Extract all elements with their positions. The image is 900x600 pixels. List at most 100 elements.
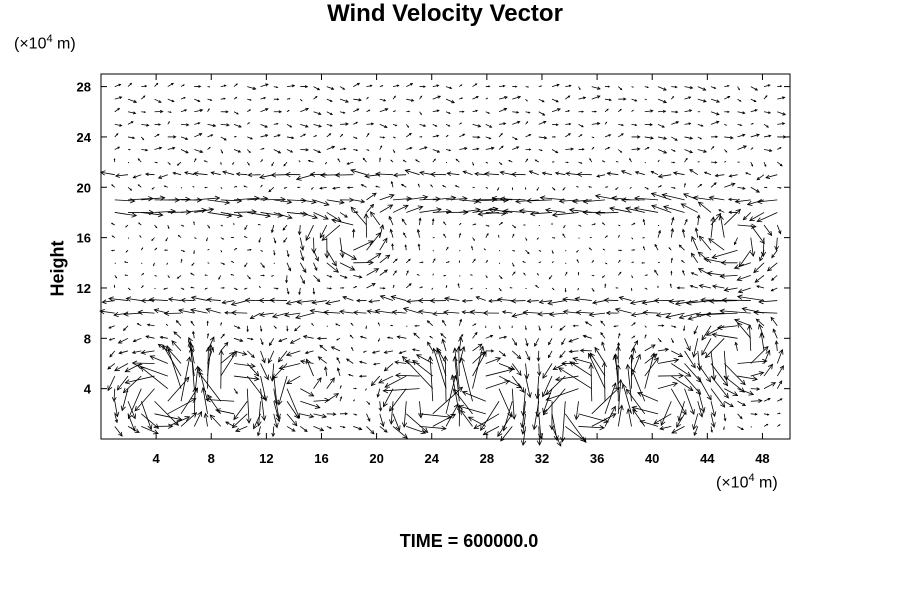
wind-vector — [644, 334, 647, 339]
wind-vector — [525, 187, 527, 191]
wind-vector — [564, 287, 567, 293]
wind-vector — [485, 111, 491, 114]
wind-vector — [337, 158, 341, 163]
wind-vector — [109, 350, 116, 358]
wind-vector — [526, 198, 553, 204]
wind-vector — [286, 250, 290, 258]
wind-vector — [440, 333, 447, 339]
wind-vector — [697, 375, 712, 401]
wind-vector — [413, 332, 420, 339]
wind-vector — [551, 108, 561, 113]
wind-vector — [207, 86, 211, 88]
wind-vector — [458, 232, 462, 238]
wind-vector — [644, 98, 648, 101]
wind-vector — [605, 310, 619, 316]
wind-vector — [524, 325, 527, 331]
wind-vector — [601, 160, 606, 163]
wind-vector — [392, 172, 407, 178]
wind-vector — [128, 209, 155, 216]
wind-vector — [498, 107, 508, 113]
wind-vector — [326, 199, 345, 205]
y-units-exponent: 4 — [46, 33, 53, 45]
wind-vector — [520, 388, 527, 417]
wind-vector — [220, 149, 224, 154]
wind-vector — [392, 136, 396, 139]
wind-vector — [538, 325, 541, 332]
wind-vector — [180, 84, 185, 87]
wind-vector — [670, 95, 675, 100]
wind-vector — [403, 232, 407, 238]
x-tick-label: 28 — [480, 451, 494, 466]
wind-vector — [167, 348, 182, 364]
wind-vector — [432, 123, 438, 127]
wind-vector — [286, 136, 295, 140]
wind-vector — [300, 148, 310, 152]
wind-vector — [697, 111, 701, 113]
wind-vector — [469, 309, 486, 315]
wind-vector — [538, 111, 546, 116]
wind-vector — [313, 111, 322, 116]
wind-vector — [582, 198, 606, 205]
wind-vector — [601, 275, 606, 278]
wind-vector — [631, 98, 638, 102]
wind-vector — [733, 237, 738, 246]
wind-vector — [260, 375, 268, 402]
wind-vector — [551, 413, 559, 442]
wind-vector — [763, 224, 773, 237]
wind-vector — [710, 426, 713, 433]
wind-vector — [114, 123, 123, 127]
wind-vector — [568, 207, 592, 213]
wind-vector — [167, 224, 170, 230]
wind-vector — [617, 234, 620, 238]
wind-vector — [445, 123, 451, 127]
wind-vector — [472, 331, 478, 339]
wind-vector — [313, 149, 322, 154]
wind-vector — [737, 111, 746, 115]
wind-vector — [313, 123, 322, 128]
wind-vector — [603, 297, 619, 303]
wind-vector — [591, 122, 601, 126]
wind-vector — [299, 98, 303, 102]
wind-vector — [140, 285, 144, 289]
wind-vector — [654, 243, 659, 251]
wind-vector — [374, 308, 394, 314]
wind-vector — [591, 413, 617, 427]
wind-vector — [671, 350, 684, 357]
wind-vector — [353, 286, 358, 289]
wind-vector — [180, 136, 189, 140]
wind-vector — [488, 207, 513, 213]
wind-vector — [671, 426, 685, 434]
wind-vector — [180, 109, 188, 113]
wind-vector — [269, 297, 288, 303]
wind-vector — [777, 186, 782, 189]
wind-vector — [547, 300, 566, 306]
wind-vector — [406, 132, 412, 138]
wind-vector — [633, 206, 659, 213]
wind-vector — [738, 249, 752, 268]
wind-vector — [313, 397, 330, 404]
wind-vector — [260, 262, 265, 269]
wind-vector — [362, 157, 367, 163]
wind-vector — [710, 350, 717, 381]
wind-vector — [167, 146, 176, 150]
wind-vector — [750, 237, 756, 257]
wind-vector — [485, 136, 492, 140]
wind-vector — [458, 222, 462, 226]
wind-vector — [659, 426, 672, 431]
wind-vector — [618, 249, 623, 252]
wind-vector — [220, 97, 226, 100]
wind-vector — [220, 212, 244, 219]
wind-vector — [576, 171, 592, 178]
wind-vector — [591, 146, 595, 150]
wind-vector — [684, 218, 688, 226]
wind-vector — [525, 111, 531, 114]
wind-vector — [554, 171, 566, 176]
wind-vector — [701, 325, 712, 341]
wind-vector — [140, 298, 155, 304]
wind-vector — [316, 336, 327, 341]
wind-vector — [366, 132, 370, 138]
wind-vector — [419, 286, 424, 289]
wind-vector — [736, 275, 751, 282]
wind-vector — [383, 388, 394, 408]
wind-vector — [402, 307, 420, 314]
